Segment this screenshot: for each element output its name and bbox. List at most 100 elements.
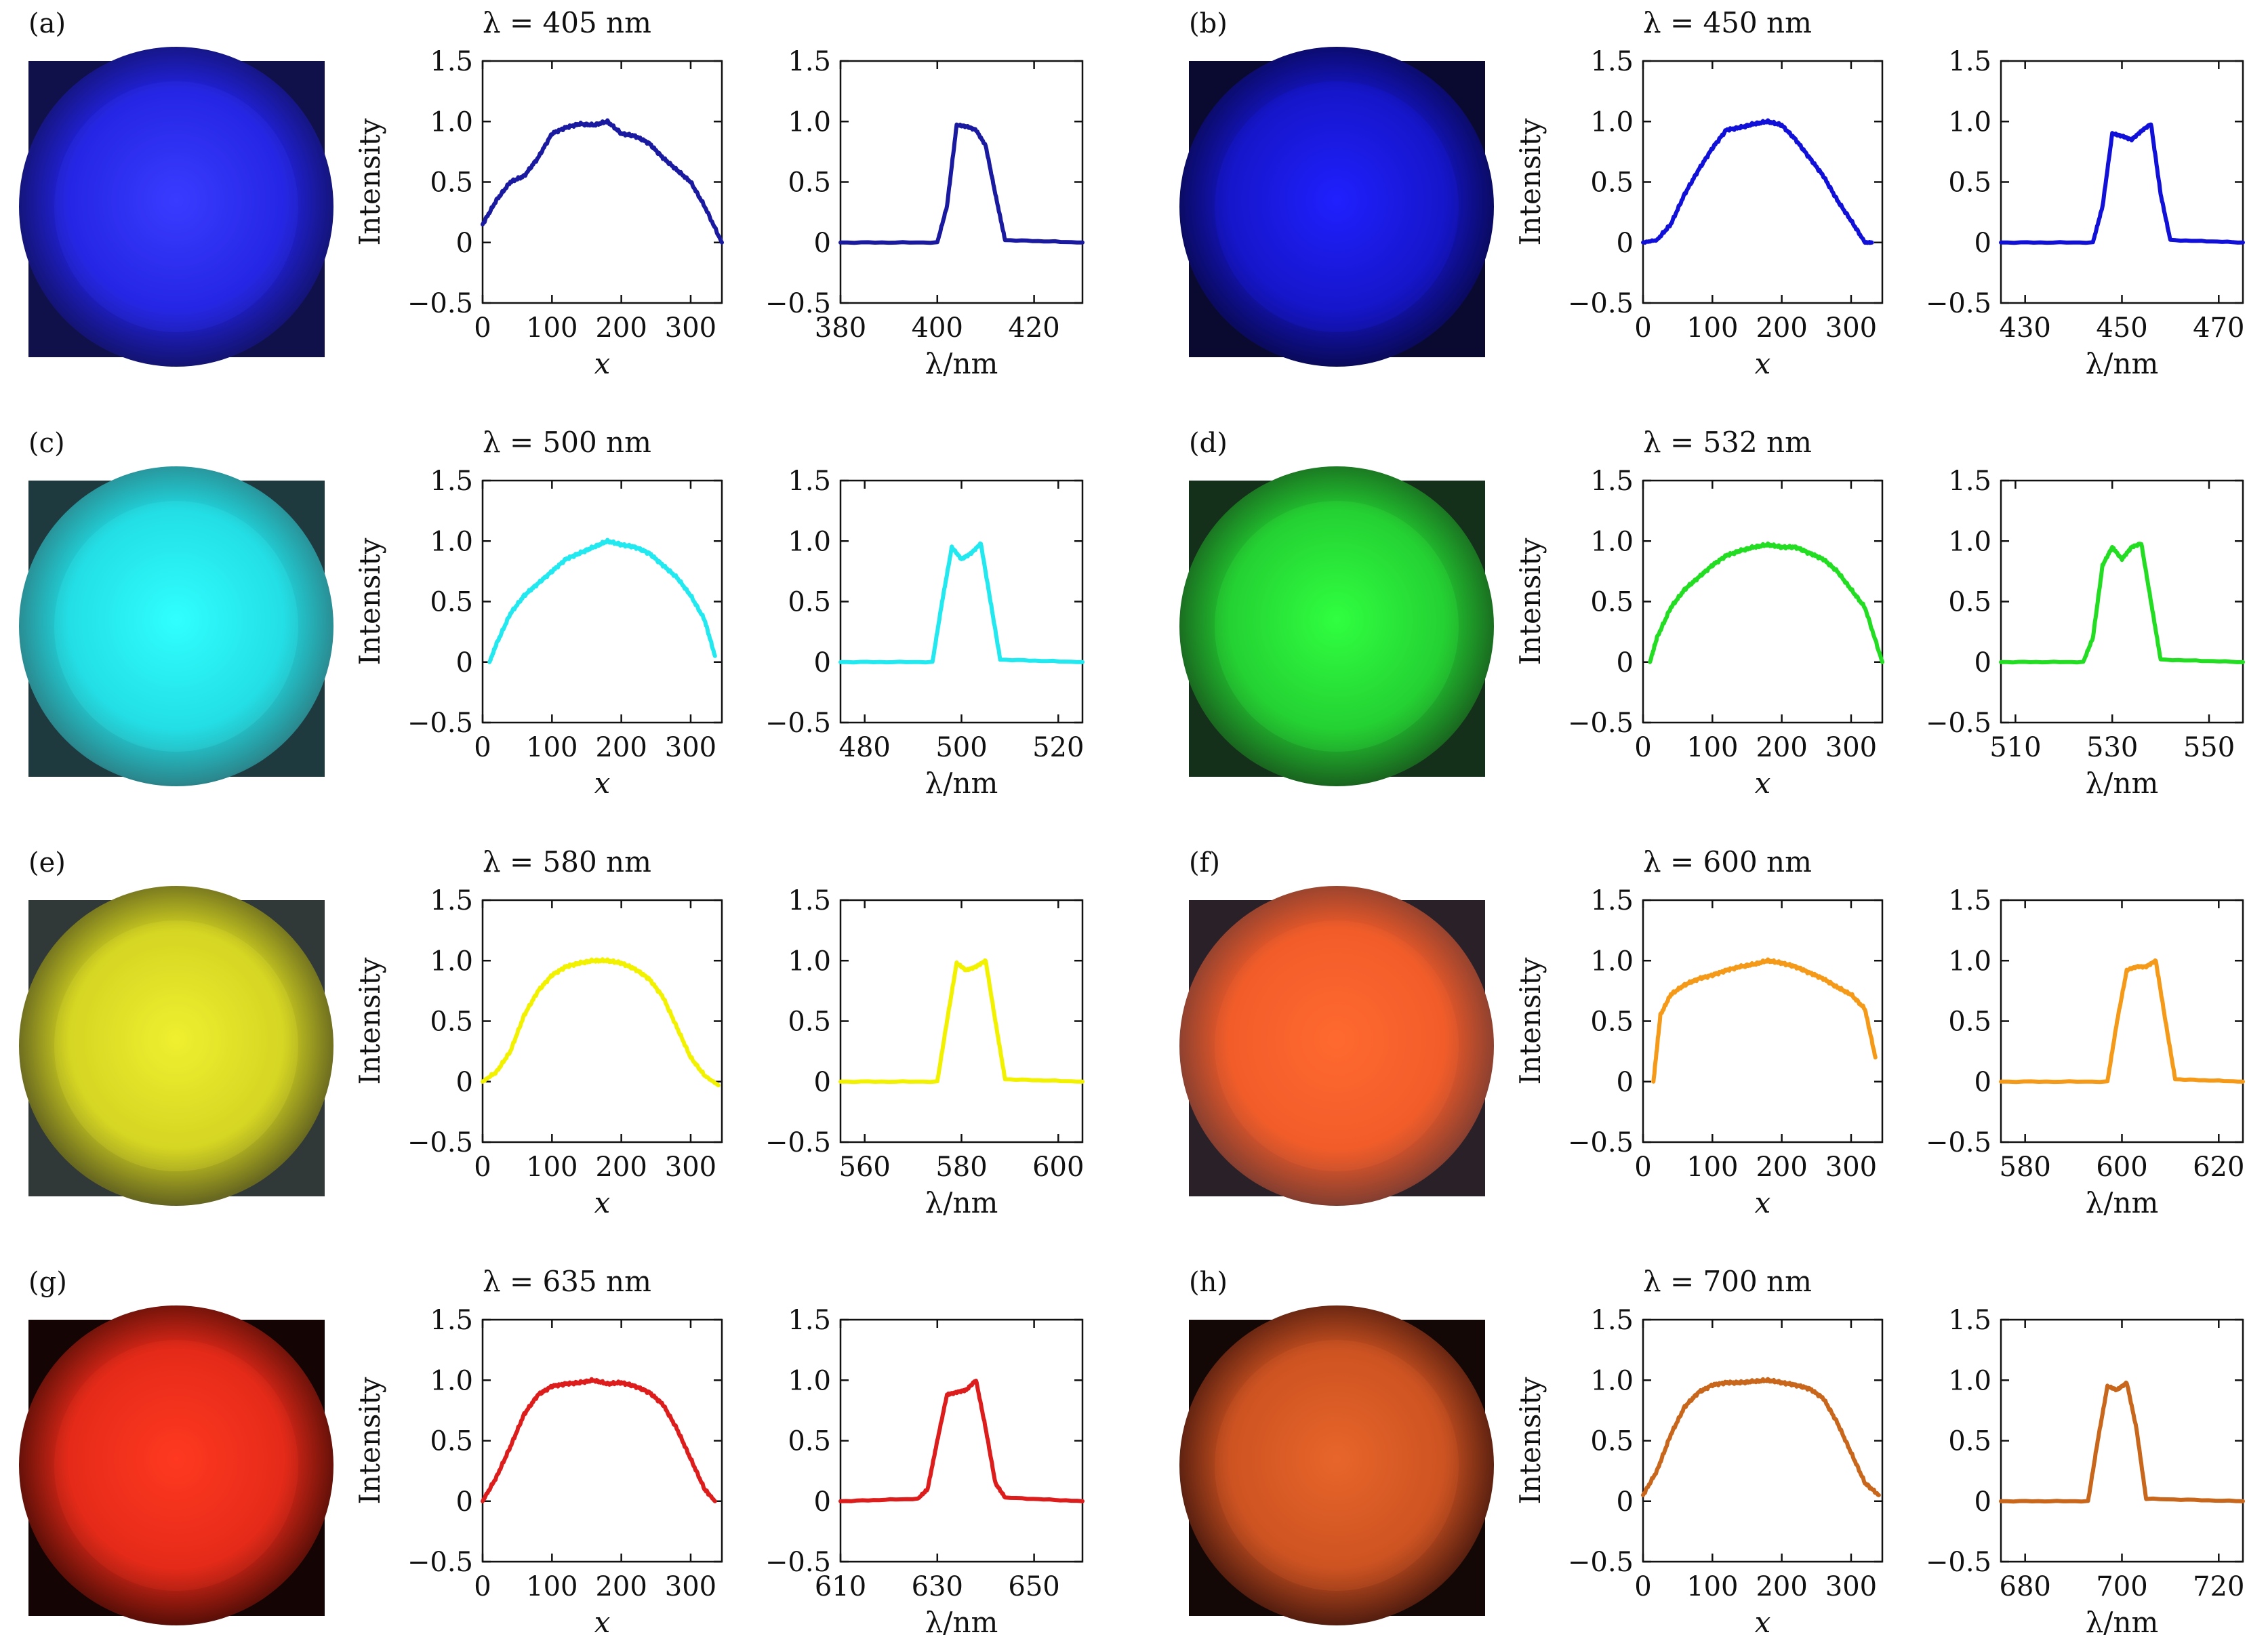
- profile-frame: [1642, 479, 1884, 724]
- profile-ylabel: Intensity: [353, 538, 386, 665]
- profile-xtick-label: 100: [1686, 732, 1738, 763]
- profile-xtick-label: 300: [1825, 1571, 1877, 1602]
- panel-label: (b): [1189, 8, 1228, 39]
- profile-ytick-label: −0.5: [407, 1127, 473, 1158]
- profile-xtick-label: 100: [526, 312, 578, 344]
- spectrum-ytick-label: 1.5: [1948, 885, 1991, 916]
- spectrum-ytick-label: −0.5: [1926, 1547, 1991, 1578]
- profile-xtick-label: 100: [1686, 1571, 1738, 1602]
- beam-spot-image: [19, 47, 333, 367]
- spectrum-series-line: [1999, 122, 2245, 245]
- spectrum-xtick-label: 620: [2193, 1152, 2244, 1183]
- profile-xtick-label: 200: [595, 1152, 647, 1183]
- panel-title: λ = 580 nm: [483, 845, 651, 878]
- spectrum-xtick-label: 520: [1032, 732, 1084, 763]
- beam-spot-core: [54, 81, 298, 332]
- spectrum-xlabel: λ/nm: [2086, 347, 2159, 380]
- profile-ytick-label: −0.5: [1568, 708, 1634, 739]
- beam-spot-core: [1215, 1340, 1459, 1591]
- profile-xtick-label: 0: [474, 1571, 491, 1602]
- spectrum-xtick-label: 450: [2096, 312, 2147, 344]
- spectrum-xtick-label: 480: [839, 732, 891, 763]
- profile-frame: [481, 1318, 723, 1563]
- profile-xtick-label: 0: [474, 732, 491, 763]
- profile-series-line: [481, 118, 724, 245]
- profile-ytick-label: 0.5: [430, 587, 473, 618]
- profile-ytick-label: −0.5: [407, 708, 473, 739]
- profile-xtick-label: 200: [1756, 732, 1807, 763]
- profile-xtick-label: 300: [1825, 1152, 1877, 1183]
- spectrum-xlabel: λ/nm: [2086, 1186, 2159, 1219]
- profile-ytick-label: 0.5: [1590, 1426, 1634, 1457]
- spectrum-series-line: [838, 1379, 1085, 1503]
- profile-xtick-label: 200: [1756, 1152, 1807, 1183]
- spectrum-xtick-label: 580: [935, 1152, 987, 1183]
- profile-xtick-label: 0: [1634, 732, 1651, 763]
- profile-xtick-label: 300: [665, 312, 716, 344]
- spectrum-ytick-label: 1.5: [1948, 1305, 1991, 1336]
- profile-xtick-label: 200: [595, 732, 647, 763]
- profile-ytick-label: 0.5: [1590, 1007, 1634, 1038]
- profile-xlabel: x: [1755, 347, 1771, 380]
- profile-ytick-label: 1.0: [1590, 106, 1634, 138]
- profile-ytick-label: 0.5: [430, 167, 473, 199]
- spectrum-ytick-label: 0: [1975, 228, 1991, 259]
- profile-ylabel: Intensity: [1514, 957, 1547, 1085]
- profile-xtick-label: 200: [1756, 312, 1807, 344]
- profile-ylabel: Intensity: [353, 118, 386, 245]
- profile-ylabel: Intensity: [353, 1377, 386, 1504]
- spectrum-ytick-label: 0: [814, 647, 831, 678]
- spectrum-ytick-label: 1.0: [1948, 1365, 1991, 1396]
- spectrum-xtick-label: 420: [1008, 312, 1059, 344]
- spectrum-ytick-label: 1.0: [788, 946, 831, 977]
- profile-ytick-label: 1.5: [430, 885, 473, 916]
- spectrum-ytick-label: 0.5: [788, 587, 831, 618]
- spectrum-ytick-label: 1.0: [1948, 946, 1991, 977]
- profile-frame: [1642, 60, 1884, 304]
- spectrum-xtick-label: 600: [2096, 1152, 2147, 1183]
- beam-spot-core: [54, 501, 298, 752]
- spectrum-ytick-label: 0.5: [1948, 1007, 1991, 1038]
- spectrum-series-line: [838, 541, 1085, 665]
- spectrum-xtick-label: 580: [2000, 1152, 2051, 1183]
- spectrum-xtick-label: 550: [2183, 732, 2235, 763]
- beam-spot: [1179, 466, 1494, 786]
- beam-spot: [19, 47, 333, 367]
- spectrum-xlabel: λ/nm: [925, 1606, 998, 1639]
- profile-ytick-label: −0.5: [1568, 1127, 1634, 1158]
- panel-title: λ = 450 nm: [1643, 6, 1812, 39]
- spectrum-ytick-label: 0.5: [788, 1426, 831, 1457]
- spectrum-xtick-label: 510: [1989, 732, 2041, 763]
- spectrum-xtick-label: 530: [2086, 732, 2138, 763]
- spectrum-axes: −0.5 0 0.5 1.0 1.5 510 530 550 λ/nm: [1926, 466, 2245, 800]
- spectrum-ytick-label: 0.5: [1948, 167, 1991, 199]
- beam-spot-core: [1215, 81, 1459, 332]
- profile-xtick-label: 300: [1825, 732, 1877, 763]
- panel-a: (a) λ = 405 nm−0.500.51.01.50 100 200 300xIn…: [19, 6, 1085, 380]
- beam-spot-image: [1179, 47, 1494, 367]
- spectrum-xtick-label: 400: [912, 312, 963, 344]
- profile-ylabel: Intensity: [1514, 1377, 1547, 1504]
- spectrum-ytick-label: 0: [814, 1067, 831, 1098]
- panel-b: (b) λ = 450 nm−0.500.51.01.50 100 200 300xIn…: [1179, 6, 2245, 380]
- profile-series-line: [487, 538, 717, 664]
- panel-title: λ = 532 nm: [1643, 426, 1812, 459]
- spectrum-frame: [2000, 60, 2244, 304]
- profile-series-line: [1648, 541, 1884, 664]
- profile-ytick-label: −0.5: [407, 288, 473, 319]
- panel-label: (a): [28, 8, 66, 39]
- profile-ytick-label: 1.5: [1590, 466, 1634, 497]
- profile-ytick-label: 1.0: [430, 1365, 473, 1396]
- beam-spot-image: [1179, 886, 1494, 1206]
- profile-ytick-label: 1.5: [430, 46, 473, 77]
- profile-ytick-label: 1.5: [1590, 46, 1634, 77]
- profile-ytick-label: −0.5: [1568, 1547, 1634, 1578]
- spectrum-xtick-label: 380: [815, 312, 866, 344]
- beam-spot: [19, 1305, 333, 1625]
- profile-ylabel: Intensity: [1514, 538, 1547, 665]
- profile-ytick-label: 0: [1617, 1486, 1634, 1518]
